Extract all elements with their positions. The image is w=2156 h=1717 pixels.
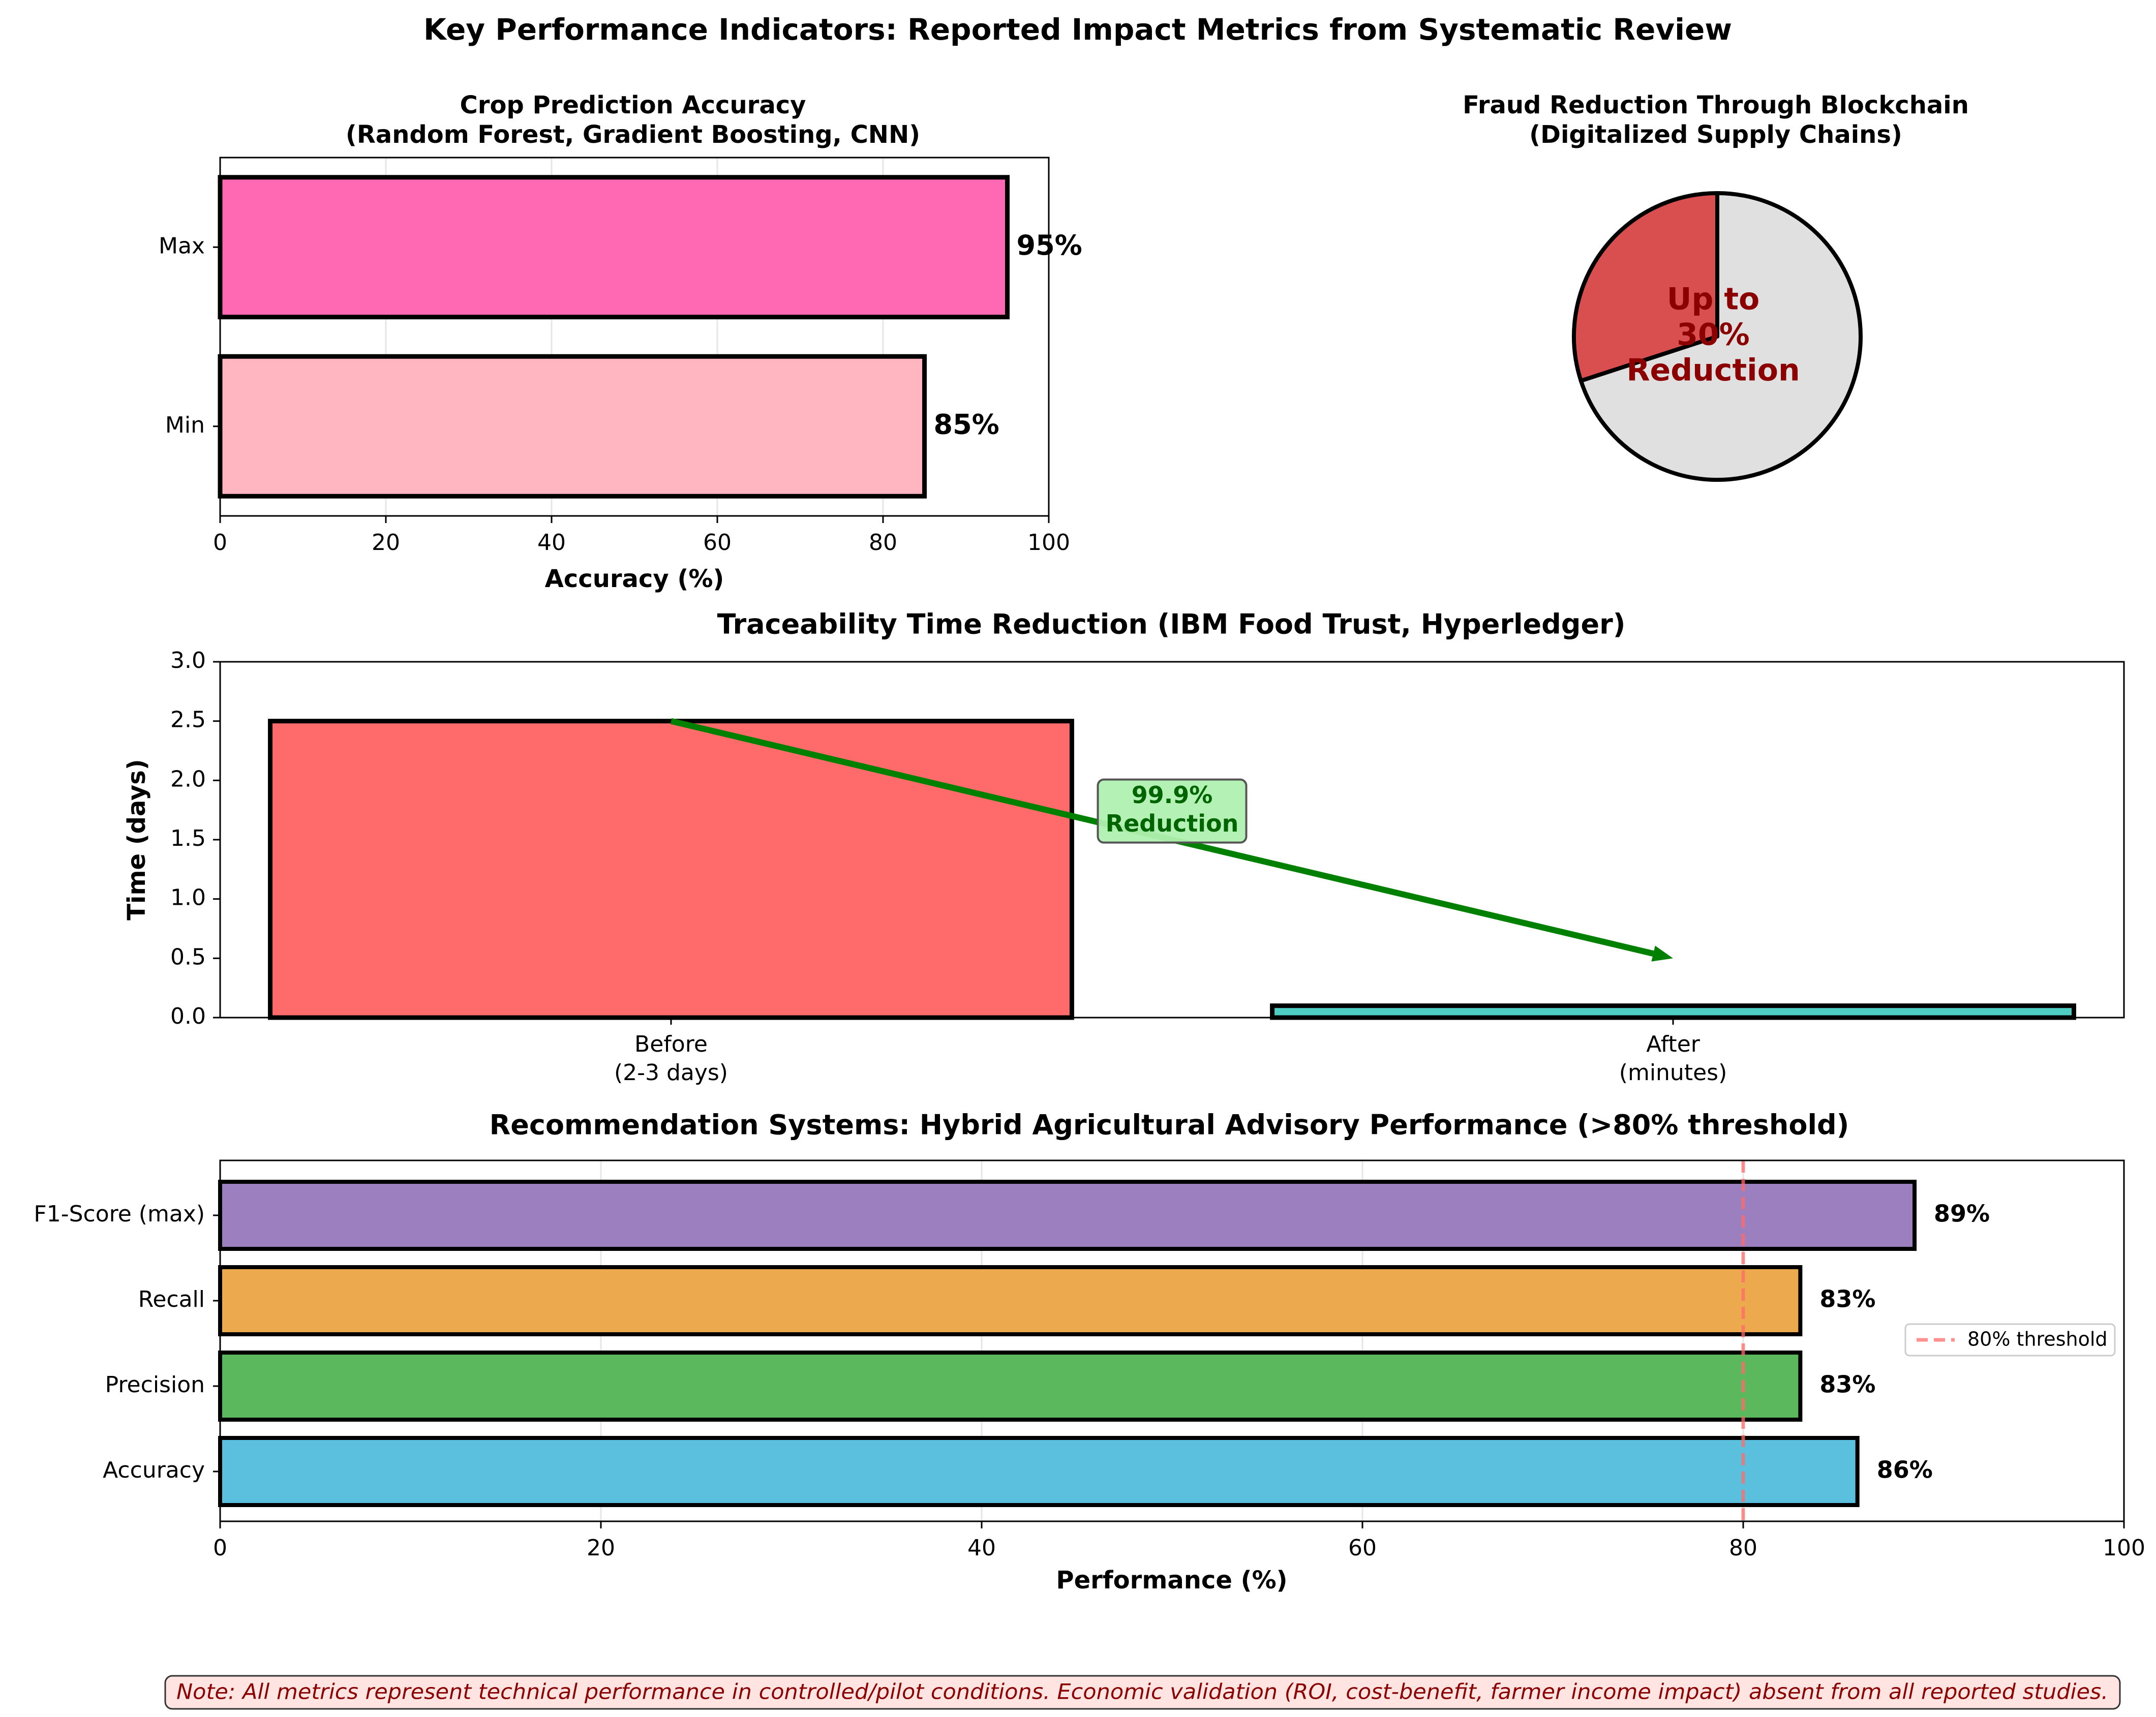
recommendation-bar-recall — [218, 1265, 1803, 1336]
footnote-text: Note: All metrics represent technical pe… — [176, 1679, 2108, 1704]
crop-accuracy-data-label: 85% — [934, 408, 999, 440]
fraud-title-line-1: Fraud Reduction Through Blockchain — [1463, 91, 1969, 119]
reduction-annotation-text: 99.9% — [1132, 781, 1213, 809]
recommendation-title: Recommendation Systems: Hybrid Agricultu… — [490, 1109, 1849, 1141]
crop-accuracy-data-label: 95% — [1017, 229, 1082, 261]
crop-accuracy-title-line-2: (Random Forest, Gradient Boosting, CNN) — [346, 120, 920, 149]
traceability-category-label-line: Before — [634, 1031, 708, 1057]
crop-accuracy-x-tick-label: 40 — [537, 530, 566, 556]
recommendation-x-tick-label: 40 — [967, 1535, 996, 1561]
recommendation-chart: Recommendation Systems: Hybrid Agricultu… — [34, 1109, 2145, 1595]
traceability-y-axis-label: Time (days) — [123, 759, 151, 920]
recommendation-category-label: F1-Score (max) — [34, 1201, 205, 1227]
pie-slice-remaining — [1578, 191, 1863, 482]
traceability-y-tick-label: 1.5 — [170, 825, 206, 851]
traceability-y-tick-label: 2.0 — [170, 766, 206, 792]
recommendation-data-label: 89% — [1934, 1200, 1990, 1228]
recommendation-data-label: 83% — [1819, 1285, 1875, 1313]
recommendation-bar-accuracy — [218, 1436, 1860, 1507]
crop-accuracy-bar-max — [218, 175, 1010, 320]
traceability-title: Traceability Time Reduction (IBM Food Tr… — [717, 608, 1626, 640]
recommendation-x-tick-label: 20 — [587, 1535, 615, 1561]
recommendation-category-label: Accuracy — [103, 1457, 205, 1483]
recommendation-x-tick-label: 80 — [1729, 1535, 1757, 1561]
crop-accuracy-x-tick-label: 0 — [213, 530, 227, 556]
recommendation-x-tick-label: 0 — [213, 1535, 227, 1561]
footnote-box — [164, 1675, 2121, 1710]
recommendation-x-tick-label: 100 — [2103, 1535, 2145, 1561]
crop-accuracy-x-tick-label: 20 — [372, 530, 400, 556]
crop-accuracy-category-label: Max — [159, 233, 205, 259]
crop-accuracy-x-axis-label: Accuracy (%) — [545, 565, 724, 593]
recommendation-bar-precision — [218, 1351, 1803, 1422]
traceability-y-tick-label: 0.0 — [170, 1003, 206, 1029]
recommendation-axes-frame — [219, 1159, 2125, 1522]
traceability-bar-after — [1270, 1003, 2076, 1020]
recommendation-data-label: 83% — [1819, 1371, 1875, 1398]
pie-center-label-line-1: Up to — [1667, 282, 1759, 317]
fraud-reduction-chart: Fraud Reduction Through Blockchain (Digi… — [1463, 91, 1969, 482]
traceability-y-tick-label: 2.5 — [170, 707, 206, 733]
pie-center-label-line-3: Reduction — [1626, 353, 1800, 388]
recommendation-category-label: Recall — [138, 1286, 205, 1312]
fraud-title-line-2: (Digitalized Supply Chains) — [1529, 120, 1902, 149]
crop-accuracy-category-label: Min — [165, 412, 205, 438]
crop-accuracy-chart: Crop Prediction Accuracy (Random Forest,… — [159, 91, 1082, 593]
crop-accuracy-x-tick-label: 80 — [869, 530, 897, 556]
traceability-y-tick-label: 1.0 — [170, 885, 206, 911]
recommendation-bar-f1-score-max — [218, 1180, 1917, 1251]
recommendation-category-label: Precision — [105, 1372, 205, 1398]
crop-accuracy-bar-min — [218, 354, 927, 499]
traceability-category-label-line: After — [1646, 1031, 1700, 1057]
pie-slice-fraud-reduction — [1572, 191, 1719, 383]
traceability-y-tick-label: 3.0 — [170, 648, 206, 673]
threshold-legend-box — [1904, 1323, 2116, 1357]
recommendation-x-axis-label: Performance (%) — [1056, 1566, 1287, 1595]
traceability-y-tick-label: 0.5 — [170, 944, 206, 970]
figure-title: Key Performance Indicators: Reported Imp… — [423, 12, 1732, 47]
pie-center-label-line-2: 30% — [1677, 317, 1750, 353]
reduction-arrow-head — [1651, 945, 1674, 962]
crop-accuracy-title-line-1: Crop Prediction Accuracy — [460, 91, 806, 119]
threshold-legend-label: 80% threshold — [1967, 1328, 2108, 1351]
traceability-bar-before — [268, 719, 1074, 1020]
traceability-category-label-line: (2-3 days) — [614, 1060, 728, 1086]
crop-accuracy-axes-frame — [219, 157, 1050, 517]
crop-accuracy-x-tick-label: 60 — [703, 530, 732, 556]
recommendation-data-label: 86% — [1877, 1456, 1933, 1484]
reduction-annotation-text: Reduction — [1106, 810, 1239, 837]
traceability-category-label-line: (minutes) — [1619, 1060, 1727, 1086]
crop-accuracy-x-tick-label: 100 — [1027, 530, 1070, 556]
footnote: Note: All metrics represent technical pe… — [164, 1675, 2121, 1710]
reduction-annotation-box — [1097, 778, 1248, 844]
recommendation-x-tick-label: 60 — [1348, 1535, 1377, 1561]
traceability-chart: Traceability Time Reduction (IBM Food Tr… — [123, 608, 2125, 1086]
threshold-legend: 80% threshold — [1904, 1323, 2116, 1357]
